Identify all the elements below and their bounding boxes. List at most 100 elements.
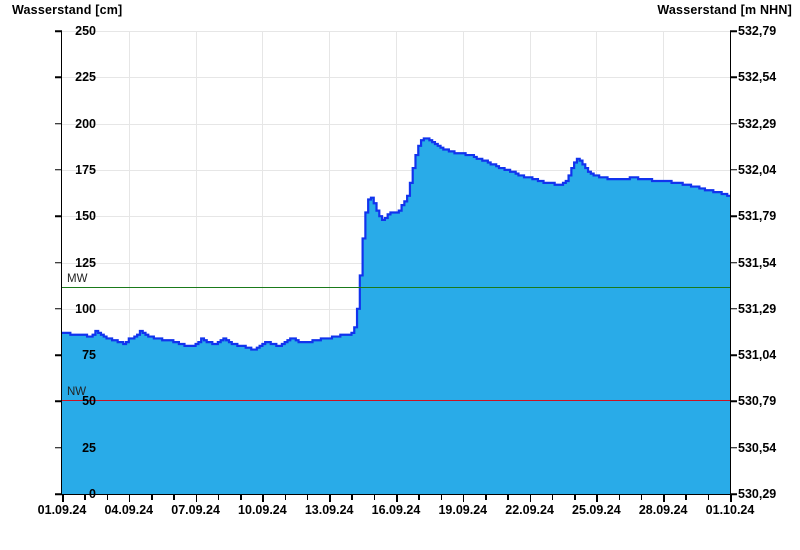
x-axis-tick-mark-major [62,494,64,502]
x-axis-tick-mark-minor [240,494,242,500]
x-axis-tick-label: 04.09.24 [104,503,154,517]
gridline-vertical [128,31,130,494]
right-axis-tick-mark [730,261,737,264]
right-axis-tick-mark [730,169,737,171]
right-axis-tick-mark [730,215,737,217]
x-axis-tick-mark-minor [418,494,420,500]
right-axis-tick-label: 532,79 [738,24,777,38]
gridline-vertical [195,31,197,494]
x-axis-tick-mark-minor [351,494,353,500]
right-axis-tick-label: 532,54 [738,70,777,85]
left-axis-title: Wasserstand [cm] [12,3,123,17]
reference-line-label-mw: MW [67,272,88,285]
x-axis-tick-mark-minor [306,494,309,500]
right-axis-tick-mark [730,493,737,495]
right-axis-tick-mark [730,354,737,356]
x-axis-tick-label: 25.09.24 [572,503,621,517]
gridline-vertical [262,31,264,494]
left-axis-tick-label: 75 [82,348,96,363]
left-axis-tick-label: 0 [89,487,96,501]
x-axis-tick-mark-major [663,494,665,502]
x-axis-tick-mark-major [195,494,198,502]
x-axis-tick-label: 10.09.24 [238,503,287,517]
water-level-line [62,137,730,351]
right-axis-tick-label: 530,29 [738,487,777,501]
x-axis-tick-mark-minor [618,494,621,500]
right-axis-tick-label: 532,04 [738,162,777,177]
right-axis-tick-mark [730,30,737,32]
right-axis-tick-label: 530,79 [738,394,777,409]
right-axis-tick-mark [730,122,737,125]
x-axis-tick-label: 07.09.24 [171,503,220,517]
left-axis-tick-label: 50 [82,394,96,409]
x-axis-tick-mark-major [462,494,465,502]
x-axis-tick-mark-minor [551,494,554,500]
x-axis-tick-mark-minor [284,494,287,500]
x-axis-tick-label: 01.10.24 [705,503,755,517]
left-axis-tick-mark [55,354,62,356]
right-axis-tick-label: 531,54 [738,255,777,270]
left-axis-tick-label: 100 [75,301,96,316]
x-axis-tick-mark-major [396,494,398,502]
x-axis-tick-label: 01.09.24 [37,503,87,517]
x-axis-tick-label: 28.09.24 [638,503,688,517]
right-axis-tick-mark [730,446,737,449]
x-axis-tick-mark-major [730,494,732,502]
x-axis-tick-mark-minor [373,494,376,500]
left-axis-tick-label: 225 [75,70,96,85]
right-axis-tick-label: 531,79 [738,209,777,224]
right-axis-tick-label: 532,29 [738,116,777,131]
x-axis-tick-mark-minor [173,494,175,500]
left-axis-tick-label: 175 [75,162,96,177]
x-axis-tick-mark-minor [485,494,487,500]
x-axis-tick-mark-major [262,494,264,502]
water-level-series [62,137,730,494]
x-axis-tick-mark-minor [440,494,443,500]
x-axis-tick-mark-minor [106,494,109,500]
right-axis-tick-label: 531,29 [738,301,777,316]
x-axis-tick-mark-minor [685,494,687,500]
left-axis-tick-mark [55,76,62,79]
left-axis-tick-mark [55,261,62,264]
x-axis-tick-mark-minor [151,494,153,500]
x-axis-tick-mark-major [596,494,598,502]
water-level-area-fill [62,138,730,494]
left-axis-tick-label: 25 [82,440,96,455]
right-axis-tick-mark [730,76,737,79]
reference-line-label-nw: NW [67,385,87,398]
x-axis-tick-mark-minor [507,494,509,500]
x-axis-tick-mark-major [329,494,331,502]
left-axis-tick-label: 125 [75,255,96,270]
x-axis-tick-mark-major [128,494,131,502]
x-axis-tick-mark-minor [217,494,220,500]
left-axis-tick-mark [55,215,62,217]
x-axis-tick-label: 22.09.24 [505,503,554,517]
left-axis-tick-mark [55,446,62,449]
x-axis-tick-mark-minor [84,494,86,500]
right-axis-tick-mark [730,400,737,403]
left-axis-tick-label: 250 [75,24,96,38]
left-axis-tick-label: 200 [75,116,96,131]
reference-line-nw [62,399,730,401]
x-axis-tick-mark-minor [574,494,576,500]
x-axis-tick-label: 13.09.24 [304,503,354,517]
left-axis-tick-mark [55,493,62,495]
plot-area: MW NW [62,31,730,494]
left-axis-tick-mark [55,169,62,171]
right-axis-tick-mark [730,308,737,310]
left-axis-tick-mark [55,30,62,32]
x-axis-tick-mark-minor [707,494,710,500]
left-axis-tick-mark [55,308,62,310]
x-axis-tick-label: 16.09.24 [371,503,421,517]
right-axis-tick-label: 530,54 [738,440,777,455]
right-axis-tick-label: 531,04 [738,348,777,363]
left-axis-tick-mark [55,122,62,125]
right-axis-title: Wasserstand [m NHN] [657,3,792,17]
left-axis-tick-mark [55,400,62,403]
gridline-vertical [329,31,331,494]
x-axis-tick-mark-major [529,494,532,502]
x-axis-tick-mark-minor [640,494,643,500]
left-axis-tick-label: 150 [75,209,96,224]
x-axis-tick-label: 19.09.24 [438,503,488,517]
